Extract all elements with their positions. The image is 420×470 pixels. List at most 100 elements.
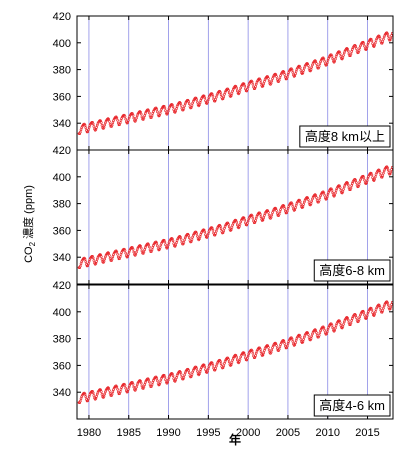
data-point — [204, 233, 207, 236]
data-point — [381, 309, 385, 312]
data-point — [346, 47, 349, 51]
data-point — [179, 101, 182, 105]
data-point — [251, 216, 255, 220]
data-point — [164, 243, 167, 247]
data-point — [92, 125, 96, 128]
data-point — [390, 168, 393, 171]
data-point — [259, 78, 262, 82]
panel-frame — [76, 149, 394, 285]
data-point — [198, 370, 202, 374]
data-point — [275, 344, 278, 347]
x-tick-label: 2005 — [276, 427, 300, 439]
data-point — [299, 203, 303, 206]
data-point — [190, 238, 194, 241]
data-point — [219, 359, 222, 363]
data-point — [210, 226, 214, 230]
data-point — [102, 126, 106, 129]
data-point — [386, 303, 390, 307]
data-point — [250, 349, 254, 353]
data-point — [309, 337, 313, 340]
data-point — [275, 75, 278, 78]
data-point — [171, 374, 175, 378]
data-point — [95, 395, 98, 398]
y-tick-label: 340 — [53, 118, 71, 130]
data-point — [386, 32, 389, 35]
data-point — [238, 88, 242, 92]
x-tick-label: 2010 — [315, 427, 339, 439]
data-point — [349, 321, 353, 325]
data-point — [79, 262, 83, 266]
data-point — [163, 375, 167, 379]
data-point — [362, 42, 366, 45]
data-point — [222, 364, 226, 368]
data-point — [331, 191, 335, 195]
data-point — [307, 67, 311, 70]
data-point — [111, 121, 115, 124]
data-point — [175, 107, 178, 110]
data-point — [227, 91, 231, 95]
data-point — [390, 34, 393, 37]
data-point — [301, 205, 305, 209]
data-point — [140, 249, 144, 253]
data-point — [371, 311, 374, 314]
data-point — [243, 84, 247, 88]
data-point — [267, 348, 271, 352]
data-point — [275, 211, 279, 215]
data-point — [179, 373, 183, 376]
data-point — [147, 243, 150, 246]
data-point — [230, 226, 234, 229]
data-point — [155, 107, 159, 111]
data-point — [389, 305, 393, 309]
data-point — [84, 260, 88, 263]
data-point — [346, 181, 349, 185]
data-point — [172, 108, 176, 111]
data-point — [135, 385, 138, 389]
data-point — [246, 85, 250, 89]
data-point — [379, 173, 383, 177]
data-point — [155, 241, 159, 245]
data-point — [246, 88, 249, 91]
x-tick-label: 1985 — [116, 427, 140, 439]
data-point — [318, 196, 322, 200]
series-points — [77, 165, 394, 269]
data-point — [238, 222, 242, 226]
data-point — [333, 59, 337, 63]
data-point — [350, 319, 353, 322]
data-point — [140, 115, 144, 119]
data-point — [250, 214, 254, 218]
data-point — [317, 334, 321, 337]
data-point — [254, 354, 257, 357]
data-point — [203, 96, 207, 100]
data-point — [307, 336, 311, 339]
data-point — [238, 91, 241, 94]
data-point — [294, 72, 297, 75]
data-point — [379, 308, 383, 312]
data-point — [219, 227, 223, 231]
y-tick-label: 340 — [53, 387, 71, 399]
data-point — [100, 258, 104, 261]
data-point — [95, 260, 98, 263]
data-point — [123, 384, 127, 387]
data-point — [182, 241, 186, 244]
data-point — [229, 94, 233, 98]
data-point — [363, 178, 366, 182]
data-point — [151, 112, 155, 115]
data-point — [84, 395, 88, 398]
data-point — [277, 347, 281, 351]
data-point — [261, 218, 265, 222]
data-point — [371, 42, 374, 45]
data-point — [244, 87, 247, 91]
data-point — [94, 397, 98, 400]
data-point — [339, 55, 343, 58]
series-points — [77, 31, 394, 135]
data-point — [378, 37, 382, 40]
data-point — [134, 387, 138, 391]
data-point — [317, 199, 321, 202]
data-point — [238, 225, 241, 228]
data-point — [116, 252, 119, 256]
data-point — [87, 262, 90, 266]
data-point — [151, 381, 155, 384]
data-point — [79, 128, 83, 132]
data-point — [322, 191, 326, 195]
data-point — [175, 376, 178, 379]
